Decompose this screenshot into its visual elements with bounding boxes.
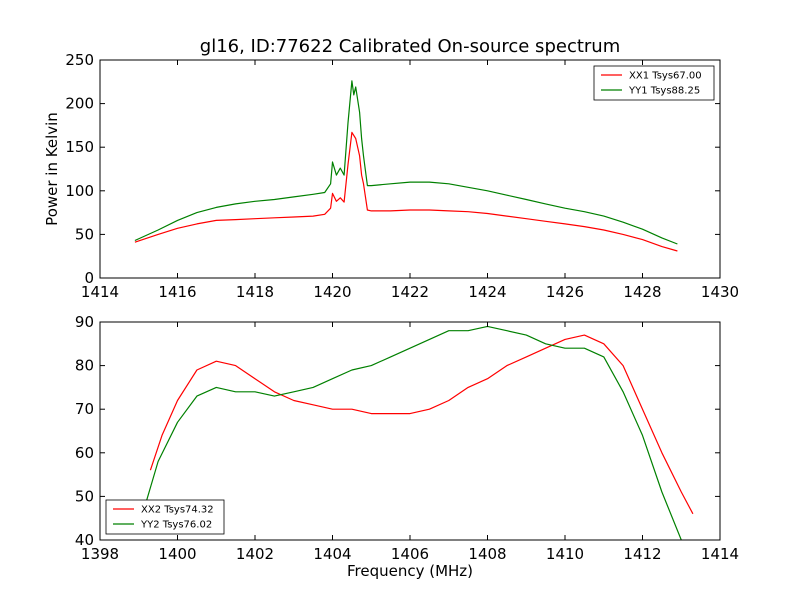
x-tick-label: 1426 <box>546 283 584 301</box>
y-tick-label: 50 <box>75 487 94 505</box>
legend-entry-label: XX1 Tsys67.00 <box>629 71 702 82</box>
y-axis-label: Power in Kelvin <box>43 112 61 226</box>
series-line-0-0 <box>134 131 678 252</box>
y-tick-label: 60 <box>75 444 94 462</box>
x-tick-label: 1402 <box>236 545 274 563</box>
x-tick-label: 1408 <box>468 545 506 563</box>
x-tick-label: 1416 <box>158 283 196 301</box>
legend-box <box>593 65 715 101</box>
x-tick-label: 1430 <box>701 283 739 301</box>
legend-entry-label: YY2 Tsys76.02 <box>140 520 212 531</box>
x-tick-label: 1414 <box>81 283 119 301</box>
y-tick-label: 50 <box>75 225 94 243</box>
bottom-spectrum-panel: 1398 1400 1402 1404 1406 1408 1410 1412 1414 40 50… <box>75 313 739 580</box>
series-line-0-1 <box>134 80 678 245</box>
x-axis-label: Frequency (MHz) <box>347 562 473 580</box>
x-tick-label: 1410 <box>546 545 584 563</box>
top-spectrum-panel: 1414 1416 1418 1420 1422 1424 1426 1428 1430 0 50 1… <box>43 51 739 301</box>
series-line-1-0 <box>149 334 694 515</box>
x-tick-label: 1420 <box>313 283 351 301</box>
series-line-1-1 <box>145 325 682 540</box>
y-tick-label: 80 <box>75 357 94 375</box>
y-tick-label: 200 <box>65 95 94 113</box>
y-tick-label: 250 <box>65 51 94 69</box>
x-tick-label: 1400 <box>158 545 196 563</box>
x-tick-label: 1428 <box>623 283 661 301</box>
y-tick-label: 150 <box>65 138 94 156</box>
x-tick-label: 1414 <box>701 545 739 563</box>
x-tick-label: 1422 <box>391 283 429 301</box>
y-tick-label: 90 <box>75 313 94 331</box>
x-tick-label: 1412 <box>623 545 661 563</box>
legend-entry-label: YY1 Tsys88.25 <box>628 86 700 97</box>
x-tick-label: 1418 <box>236 283 274 301</box>
x-tick-label: 1406 <box>391 545 429 563</box>
y-tick-label: 0 <box>84 269 94 287</box>
x-tick-label: 1424 <box>468 283 506 301</box>
y-tick-label: 70 <box>75 400 94 418</box>
y-tick-label: 100 <box>65 182 94 200</box>
figure-title: gl16, ID:77622 Calibrated On-source spec… <box>200 36 620 57</box>
legend-entry-label: XX2 Tsys74.32 <box>141 505 214 516</box>
x-tick-label: 1404 <box>313 545 351 563</box>
x-tick-label: 1398 <box>81 545 119 563</box>
legend-box <box>105 499 225 535</box>
y-tick-label: 40 <box>75 531 94 549</box>
